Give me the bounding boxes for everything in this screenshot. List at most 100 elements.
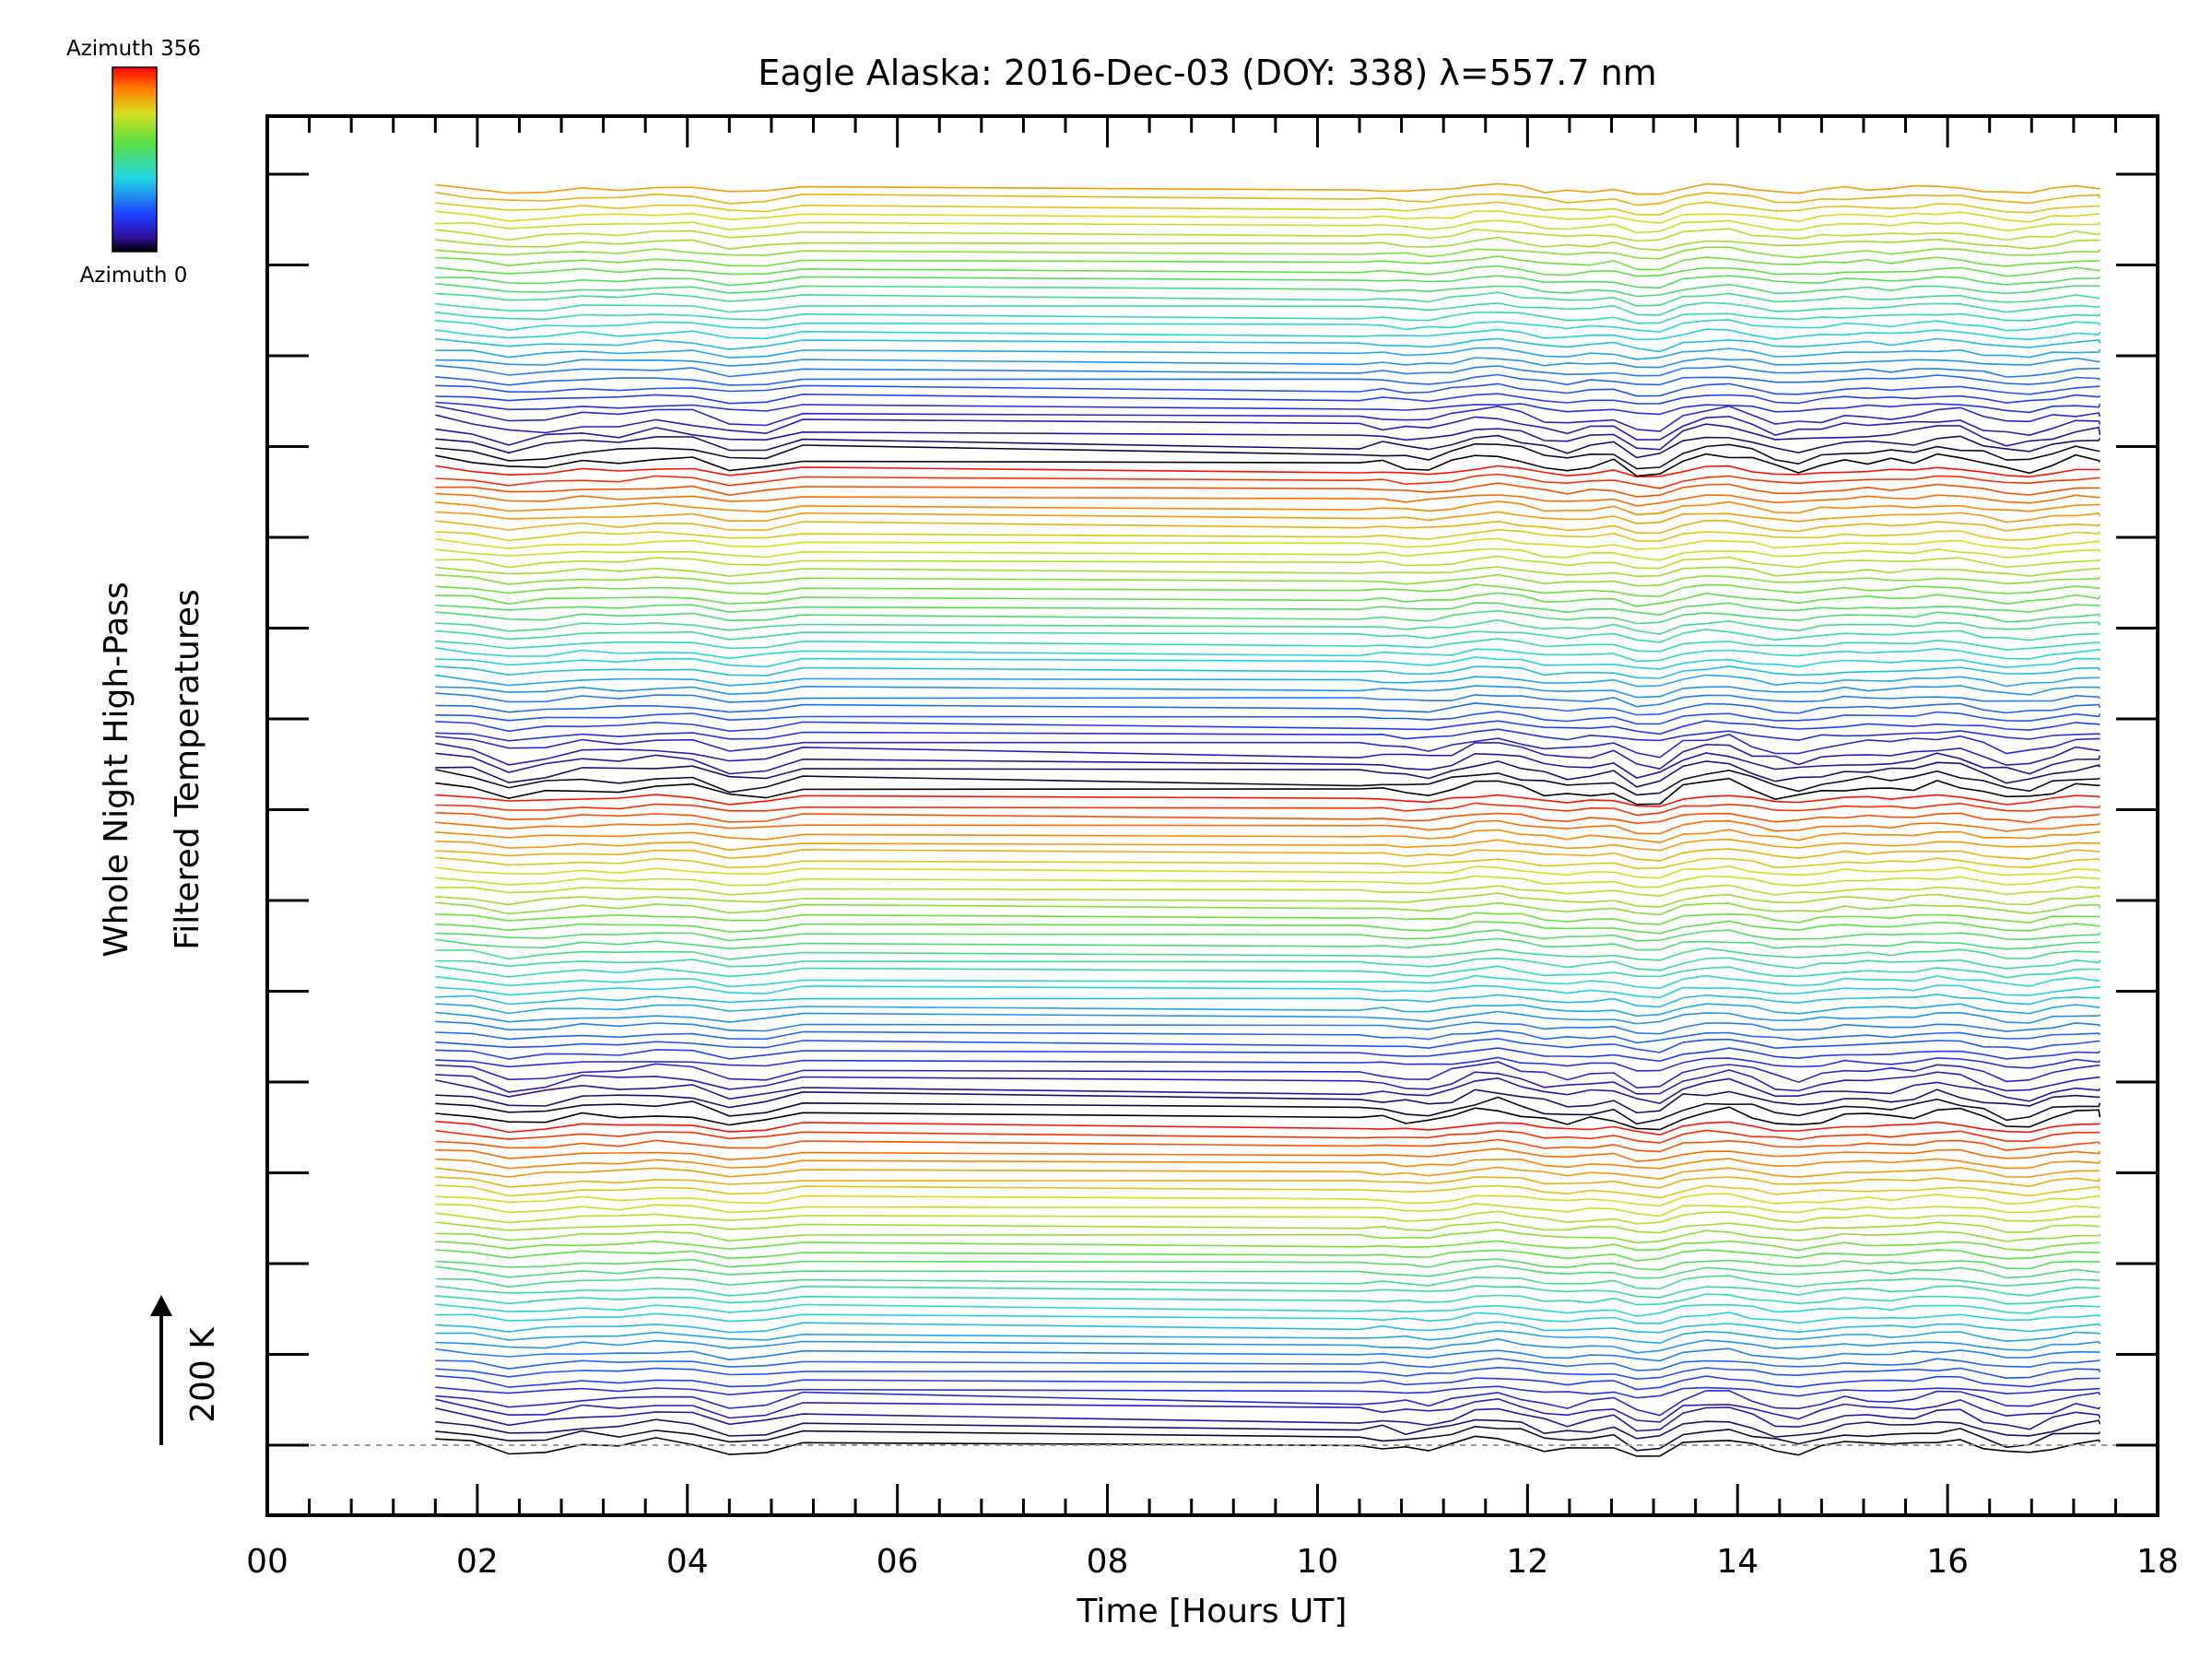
series-line — [435, 219, 2101, 234]
series-line — [435, 1193, 2100, 1207]
series-line — [435, 209, 2100, 225]
series-line — [435, 246, 2101, 260]
series-line — [435, 1106, 2101, 1131]
series-line — [435, 829, 2100, 844]
series-line — [435, 201, 2100, 216]
x-tick-label: 14 — [1716, 1543, 1759, 1581]
series-line — [435, 1240, 2100, 1252]
series-line — [435, 1030, 2100, 1044]
series-line — [435, 856, 2100, 870]
series-line — [435, 547, 2101, 561]
series-line — [435, 974, 2100, 990]
series-line — [435, 255, 2100, 271]
series-line — [435, 794, 2100, 807]
series-line — [435, 1329, 2100, 1345]
series-line — [435, 656, 2100, 670]
series-line — [435, 1210, 2100, 1225]
x-tick-label: 06 — [877, 1543, 919, 1581]
series-line — [435, 777, 2100, 806]
series-line — [435, 1020, 2100, 1035]
series-line — [435, 701, 2101, 716]
series-line — [435, 319, 2101, 334]
series-line — [435, 566, 2100, 578]
series-line — [435, 423, 2101, 451]
series-line — [435, 1357, 2100, 1371]
series-line — [435, 511, 2101, 524]
series-line — [435, 393, 2100, 405]
series-layer — [435, 182, 2101, 1457]
series-line — [435, 1249, 2100, 1262]
scale-bar: 200 K — [150, 1295, 222, 1445]
series-line — [435, 405, 2101, 432]
series-line — [435, 802, 2101, 817]
series-line — [435, 1158, 2101, 1170]
series-line — [435, 328, 2101, 341]
colorbar-top-label: Azimuth 356 — [66, 37, 201, 61]
series-line — [435, 1229, 2100, 1244]
series-line — [435, 769, 2100, 796]
series-line — [435, 1397, 2100, 1423]
series-line — [435, 711, 2101, 725]
series-line — [435, 1202, 2100, 1218]
scale-bar-arrowhead — [150, 1295, 172, 1316]
x-tick-label: 08 — [1087, 1543, 1129, 1581]
series-line — [435, 685, 2100, 699]
series-line — [435, 1056, 2100, 1072]
y-axis-ticks — [267, 172, 2158, 1447]
series-line — [435, 957, 2101, 971]
series-line — [435, 1176, 2101, 1189]
series-line — [435, 236, 2100, 252]
series-line — [435, 1088, 2100, 1114]
series-line — [435, 665, 2101, 679]
series-line — [435, 1406, 2101, 1432]
series-line — [435, 609, 2101, 625]
series-line — [435, 291, 2100, 307]
series-line — [435, 1047, 2101, 1063]
series-line — [435, 182, 2100, 195]
x-tick-label: 04 — [666, 1543, 709, 1581]
series-line — [435, 519, 2100, 535]
series-line — [435, 884, 2100, 897]
series-line — [435, 892, 2100, 908]
series-line — [435, 912, 2100, 925]
series-line — [435, 337, 2101, 353]
series-line — [435, 473, 2100, 489]
y-axis-label-line1: Whole Night High-Pass — [98, 582, 135, 958]
series-line — [435, 965, 2100, 979]
series-line — [435, 629, 2100, 643]
series-line — [435, 275, 2100, 289]
chart-title: Eagle Alaska: 2016-Dec-03 (DOY: 338) λ=5… — [758, 53, 1656, 93]
series-line — [435, 1221, 2100, 1234]
series-line — [435, 602, 2100, 617]
series-line — [435, 819, 2100, 835]
series-line — [435, 752, 2101, 779]
series-line — [435, 465, 2100, 478]
series-line — [435, 482, 2100, 498]
series-line — [435, 192, 2101, 206]
series-line — [435, 1258, 2100, 1271]
series-line — [435, 414, 2101, 441]
series-line — [435, 373, 2100, 386]
series-line — [435, 920, 2100, 935]
scale-bar-label: 200 K — [184, 1326, 222, 1423]
series-line — [435, 434, 2101, 459]
series-line — [435, 1010, 2100, 1025]
series-line — [435, 1435, 2101, 1457]
series-line — [435, 1077, 2100, 1105]
series-line — [435, 1425, 2101, 1452]
series-line — [435, 937, 2100, 951]
series-line — [435, 537, 2100, 550]
series-line — [435, 311, 2100, 324]
series-line — [435, 984, 2100, 999]
x-tick-label: 00 — [246, 1543, 288, 1581]
series-line — [435, 1003, 2100, 1018]
series-line — [435, 1418, 2101, 1440]
x-axis-tick-labels: 00 02 04 06 08 10 12 14 16 18 — [246, 1543, 2179, 1581]
series-line — [435, 1129, 2100, 1144]
plot-frame — [265, 114, 2159, 1517]
series-line — [435, 1293, 2100, 1306]
series-line — [435, 1385, 2100, 1399]
series-line — [435, 301, 2100, 316]
series-line — [435, 1120, 2100, 1136]
